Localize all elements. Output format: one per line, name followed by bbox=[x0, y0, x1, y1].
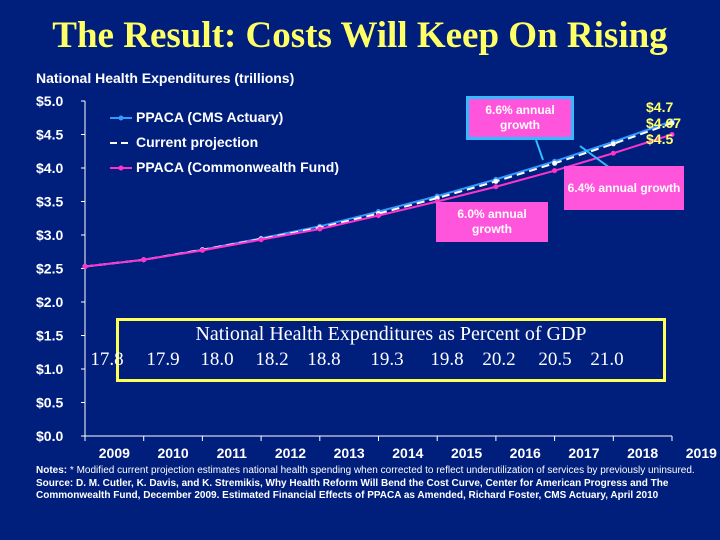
gdp-value: 19.8 bbox=[430, 349, 464, 370]
y-tick-label: $5.0 bbox=[36, 93, 63, 109]
x-tick-label: 2013 bbox=[334, 445, 365, 461]
end-label-commonwealth: $4.5 bbox=[646, 131, 674, 147]
source-text: Source: D. M. Cutler, K. Davis, and K. S… bbox=[36, 477, 669, 502]
chart-legend: PPACA (CMS Actuary) Current projection PPA… bbox=[110, 109, 611, 175]
gdp-value: 19.3 bbox=[370, 349, 404, 370]
note-line: Notes: * Modified current projection est… bbox=[36, 465, 696, 478]
y-tick-label: $2.5 bbox=[36, 261, 63, 277]
y-tick-label: $0.5 bbox=[36, 395, 63, 411]
end-label-cms: $4.7 bbox=[646, 99, 674, 115]
x-tick-label: 2011 bbox=[217, 445, 248, 461]
gdp-value: 20.2 bbox=[482, 349, 516, 370]
legend-marker-0 bbox=[118, 115, 124, 121]
x-tick-label: 2016 bbox=[510, 445, 541, 461]
series-2-point bbox=[376, 213, 381, 219]
gdp-percent-box: National Health Expenditures as Percent … bbox=[90, 318, 666, 382]
legend-label-2: PPACA (Commonwealth Fund) bbox=[136, 159, 339, 175]
legend-label-1: Current projection bbox=[136, 134, 258, 150]
callout-6-0-growth: 6.0% annual growth bbox=[436, 202, 548, 242]
chart-title: National Health Expenditures (trillions) bbox=[36, 70, 295, 86]
x-tick-label: 2017 bbox=[568, 445, 599, 461]
y-tick-label: $1.5 bbox=[36, 328, 63, 344]
series-1-point bbox=[610, 141, 616, 147]
y-tick-label: $0.0 bbox=[36, 428, 63, 444]
end-label-current: $4.67 bbox=[646, 115, 682, 131]
gdp-value: 21.0 bbox=[590, 349, 624, 370]
y-tick-label: $2.0 bbox=[36, 294, 63, 310]
y-tick-label: $4.5 bbox=[36, 127, 63, 143]
series-2-point bbox=[317, 226, 323, 232]
x-tick-label: 2009 bbox=[99, 445, 130, 461]
series-2-point bbox=[669, 132, 675, 137]
series-2-point bbox=[493, 184, 499, 190]
series-1-point bbox=[669, 120, 675, 126]
gdp-value: 17.8 bbox=[90, 349, 124, 370]
x-tick-label: 2012 bbox=[275, 445, 306, 461]
x-tick-label: 2010 bbox=[157, 445, 188, 461]
series-1-point bbox=[552, 160, 558, 166]
gdp-value: 18.0 bbox=[200, 349, 234, 370]
series-2-point bbox=[552, 168, 558, 174]
series-2-point bbox=[610, 150, 616, 156]
gdp-value: 20.5 bbox=[538, 349, 572, 370]
series-2-point bbox=[82, 263, 88, 269]
callout-6-4-growth: 6.4% annual growth bbox=[564, 166, 684, 210]
callout-top-pointer bbox=[535, 139, 544, 161]
note-text: * Modified current projection estimates … bbox=[67, 465, 695, 476]
callout-right-pointer bbox=[579, 145, 611, 169]
gdp-value: 17.9 bbox=[146, 349, 180, 370]
gdp-value: 18.2 bbox=[255, 349, 289, 370]
gdp-value: 18.8 bbox=[307, 349, 341, 370]
y-tick-label: $3.5 bbox=[36, 194, 63, 210]
series-2-point bbox=[141, 257, 147, 263]
x-tick-label: 2014 bbox=[392, 445, 423, 461]
legend-label-0: PPACA (CMS Actuary) bbox=[136, 109, 283, 125]
note-label: Notes: bbox=[36, 465, 68, 476]
x-tick-label: 2019 bbox=[686, 445, 717, 461]
legend-marker-2 bbox=[118, 165, 124, 171]
callout-6-6-growth: 6.6% annual growth bbox=[466, 96, 574, 140]
footnotes: Notes: * Modified current projection est… bbox=[36, 465, 696, 503]
y-tick-label: $3.0 bbox=[36, 227, 63, 243]
chart-series bbox=[82, 118, 675, 269]
source-line: Source: D. M. Cutler, K. Davis, and K. S… bbox=[36, 478, 696, 503]
gdp-title: National Health Expenditures as Percent … bbox=[195, 323, 587, 345]
y-tick-label: $4.0 bbox=[36, 160, 63, 176]
series-2-point bbox=[199, 247, 205, 253]
series-1-point bbox=[493, 178, 499, 184]
x-tick-label: 2018 bbox=[627, 445, 658, 461]
y-tick-label: $1.0 bbox=[36, 361, 63, 377]
series-2-point bbox=[258, 237, 264, 243]
slide-title: The Result: Costs Will Keep On Rising bbox=[52, 15, 668, 56]
x-tick-label: 2015 bbox=[451, 445, 482, 461]
